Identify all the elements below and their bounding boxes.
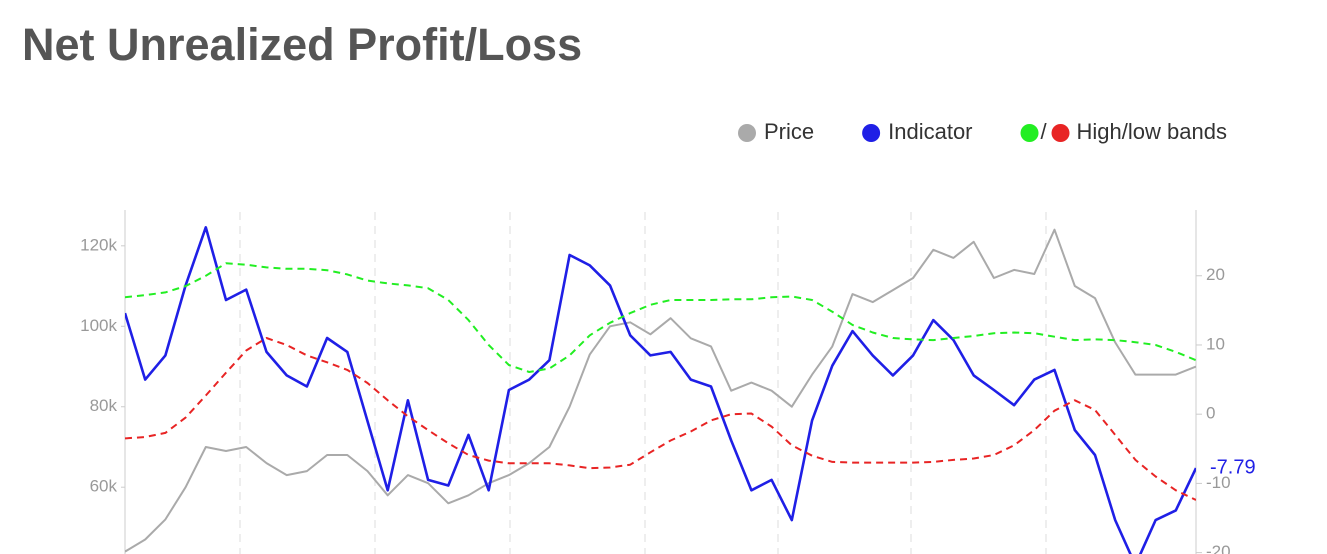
x-grid [239,212,1047,554]
y2-tick-label: -20 [1206,542,1231,554]
y-tick-label: 60k [90,477,118,496]
legend-marker [1020,124,1039,142]
series-line [125,228,1196,553]
series-line [125,226,1196,554]
legend-label: Price [764,119,814,144]
legend-marker [862,124,881,142]
legend-marker [738,124,756,142]
y2-tick-label: -10 [1206,473,1231,492]
plot-area [125,226,1196,554]
y-tick-label: 100k [80,316,117,335]
legend-label: High/low bands [1077,119,1227,144]
chart-title: Net Unrealized Profit/Loss [22,19,582,70]
y2-tick-label: 10 [1206,334,1225,353]
y-tick-label: 120k [80,235,117,254]
legend-marker [1051,124,1070,142]
legend-label: Indicator [888,119,972,144]
last-value-label: -7.79 [1210,456,1256,478]
legend-separator: / [1041,119,1048,144]
y-tick-label: 80k [90,396,118,415]
series-line [125,262,1196,373]
y2-tick-label: 20 [1206,265,1225,284]
series-line [125,337,1196,501]
y2-tick-label: 0 [1206,404,1215,423]
